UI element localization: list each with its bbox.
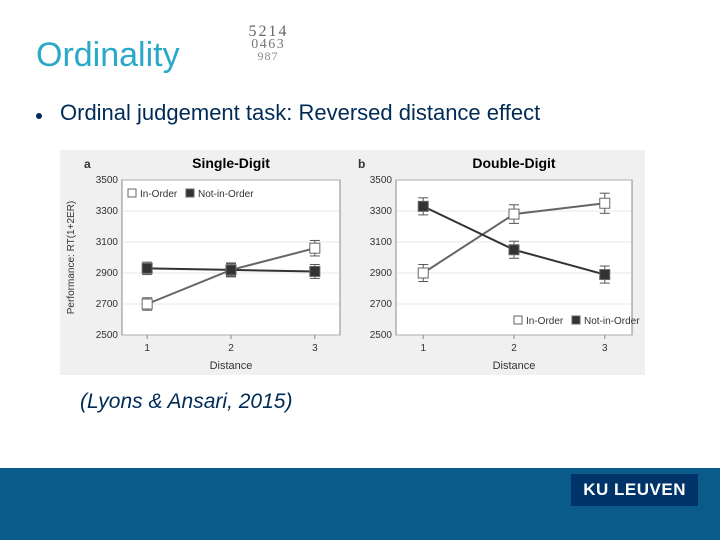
svg-text:2500: 2500 bbox=[96, 330, 119, 341]
bullet-text: Ordinal judgement task: Reversed distanc… bbox=[60, 100, 540, 126]
svg-text:2: 2 bbox=[228, 343, 234, 354]
svg-text:b: b bbox=[358, 157, 365, 171]
svg-text:Distance: Distance bbox=[493, 360, 536, 372]
svg-text:In-Order: In-Order bbox=[526, 316, 564, 327]
svg-text:3: 3 bbox=[312, 343, 318, 354]
charts-container: a Single-Digit 2500 2700 2900 3100 3300 3500 1 2 3… bbox=[60, 150, 645, 375]
chart-panel-a: a Single-Digit 2500 2700 2900 3100 3300 3500 1 2 3… bbox=[60, 150, 352, 375]
svg-text:2500: 2500 bbox=[370, 330, 393, 341]
svg-text:2700: 2700 bbox=[370, 299, 393, 310]
svg-text:In-Order: In-Order bbox=[140, 189, 178, 200]
kuleuven-logo: KU LEUVEN bbox=[571, 474, 698, 506]
svg-text:Single-Digit: Single-Digit bbox=[192, 155, 270, 171]
svg-text:3500: 3500 bbox=[370, 175, 393, 186]
svg-text:3100: 3100 bbox=[370, 237, 393, 248]
svg-text:Performance: RT(1+2ER): Performance: RT(1+2ER) bbox=[66, 201, 77, 314]
svg-text:Distance: Distance bbox=[210, 360, 253, 372]
svg-text:a: a bbox=[84, 157, 91, 171]
svg-text:2900: 2900 bbox=[96, 268, 119, 279]
svg-text:Not-in-Order: Not-in-Order bbox=[584, 316, 640, 327]
svg-text:Double-Digit: Double-Digit bbox=[472, 155, 556, 171]
svg-text:3100: 3100 bbox=[96, 237, 119, 248]
decorative-numbers-icon: 5 2 1 4 0 4 6 3 9 8 7 bbox=[212, 24, 322, 72]
chart-panel-b: b Double-Digit 2500 2700 2900 3100 3300 3500 1 2 3… bbox=[352, 150, 644, 375]
svg-text:3300: 3300 bbox=[96, 206, 119, 217]
svg-text:2: 2 bbox=[511, 343, 517, 354]
bullet-icon bbox=[36, 113, 42, 119]
svg-text:1: 1 bbox=[420, 343, 426, 354]
citation-text: (Lyons & Ansari, 2015) bbox=[80, 390, 292, 414]
svg-text:3500: 3500 bbox=[96, 175, 119, 186]
slide-heading: Ordinality bbox=[36, 36, 180, 75]
svg-text:2900: 2900 bbox=[370, 268, 393, 279]
svg-text:3300: 3300 bbox=[370, 206, 393, 217]
svg-text:3: 3 bbox=[602, 343, 608, 354]
svg-text:2700: 2700 bbox=[96, 299, 119, 310]
svg-text:Not-in-Order: Not-in-Order bbox=[198, 189, 254, 200]
svg-text:1: 1 bbox=[144, 343, 150, 354]
